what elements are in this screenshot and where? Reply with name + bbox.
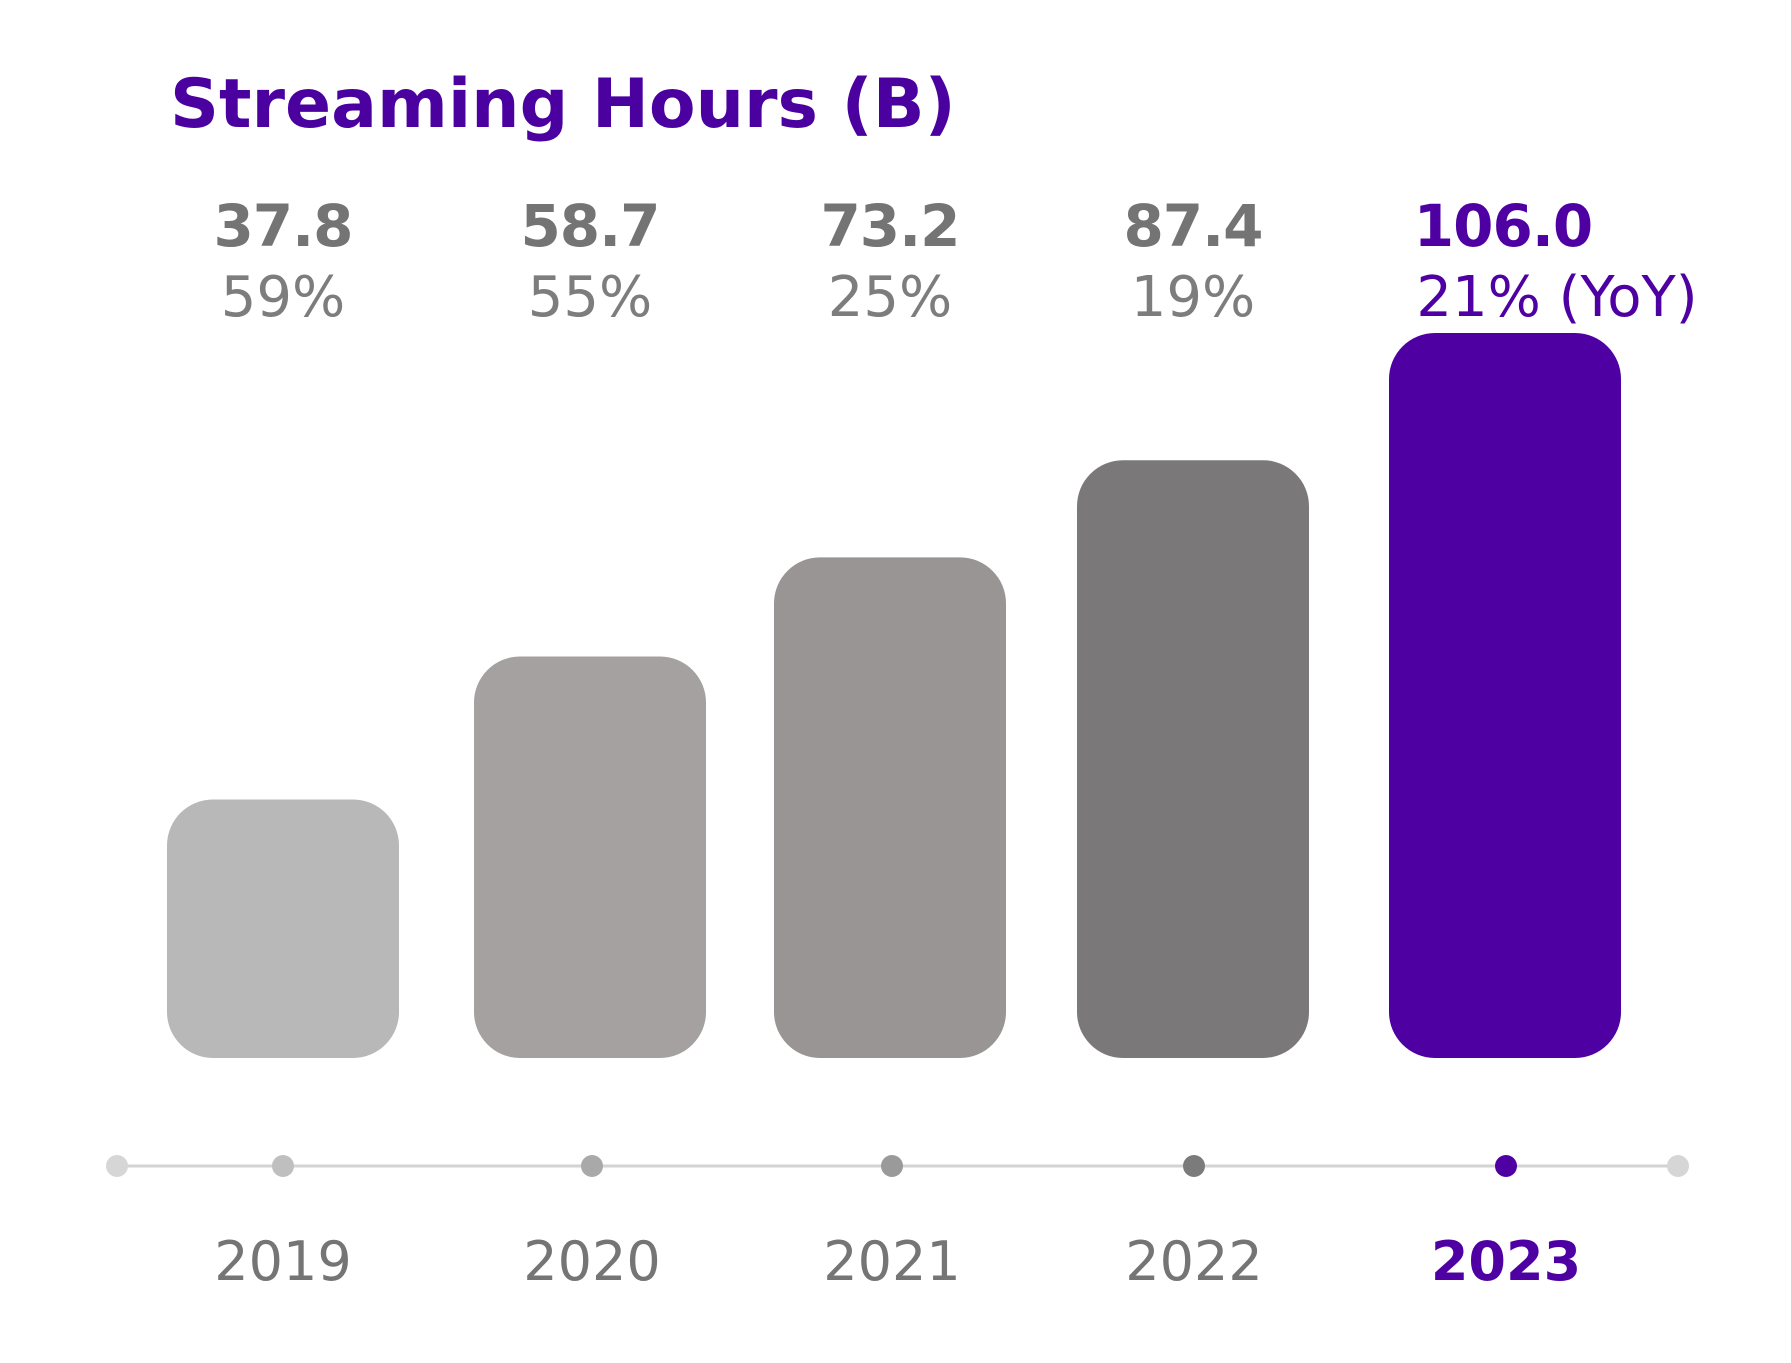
bar-2021 xyxy=(774,557,1006,1058)
year-dot-2023 xyxy=(1495,1155,1517,1177)
year-dot-2020 xyxy=(581,1155,603,1177)
bar-2022 xyxy=(1077,460,1309,1058)
timeline-start-dot xyxy=(106,1155,128,1177)
value-label-2019: 37.8 xyxy=(213,192,352,260)
growth-label-2021: 25% xyxy=(828,265,952,330)
value-label-2023: 106.0 xyxy=(1414,192,1592,260)
year-label-2022: 2022 xyxy=(1125,1230,1262,1293)
growth-label-2022: 19% xyxy=(1131,265,1255,330)
growth-label-2019: 59% xyxy=(221,265,345,330)
chart-title: Streaming Hours (B) xyxy=(170,65,956,144)
growth-label-2020: 55% xyxy=(528,265,652,330)
year-dot-2019 xyxy=(272,1155,294,1177)
value-label-2020: 58.7 xyxy=(520,192,659,260)
bar-2020 xyxy=(474,656,706,1058)
timeline-end-dot xyxy=(1667,1155,1689,1177)
year-label-2021: 2021 xyxy=(823,1230,960,1293)
bar-2019 xyxy=(167,799,399,1058)
year-label-2019: 2019 xyxy=(214,1230,351,1293)
bar-2023 xyxy=(1389,333,1621,1058)
value-label-2022: 87.4 xyxy=(1123,192,1262,260)
value-label-2021: 73.2 xyxy=(820,192,959,260)
year-label-2020: 2020 xyxy=(523,1230,660,1293)
year-dot-2022 xyxy=(1183,1155,1205,1177)
growth-label-2023: 21% (YoY) xyxy=(1416,265,1697,330)
year-dot-2021 xyxy=(881,1155,903,1177)
year-label-2023: 2023 xyxy=(1431,1230,1581,1293)
